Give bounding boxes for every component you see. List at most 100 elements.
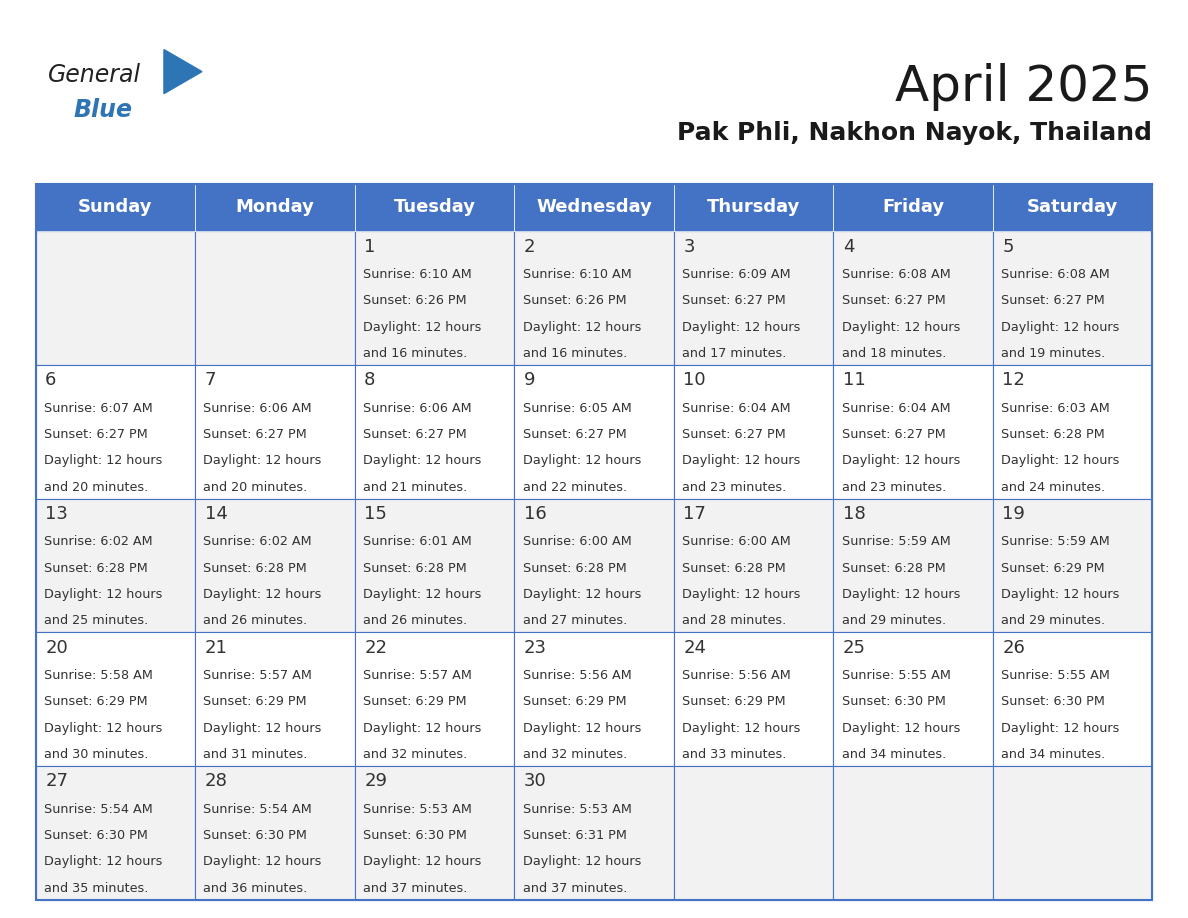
Text: and 33 minutes.: and 33 minutes.: [682, 748, 786, 761]
Text: Daylight: 12 hours: Daylight: 12 hours: [44, 588, 163, 601]
Text: Daylight: 12 hours: Daylight: 12 hours: [1001, 722, 1119, 734]
Text: and 24 minutes.: and 24 minutes.: [1001, 481, 1105, 494]
Text: General: General: [48, 63, 140, 87]
Text: Sunset: 6:27 PM: Sunset: 6:27 PM: [364, 428, 467, 441]
Text: Sunrise: 5:54 AM: Sunrise: 5:54 AM: [203, 802, 312, 816]
Bar: [993, 633, 1152, 766]
Text: and 29 minutes.: and 29 minutes.: [841, 614, 946, 627]
Text: Thursday: Thursday: [707, 198, 801, 217]
Text: Sunset: 6:27 PM: Sunset: 6:27 PM: [841, 295, 946, 308]
Text: 20: 20: [45, 639, 68, 656]
Text: Sunrise: 6:00 AM: Sunrise: 6:00 AM: [523, 535, 631, 548]
Text: Sunday: Sunday: [78, 198, 152, 217]
Bar: [355, 498, 514, 633]
Text: Daylight: 12 hours: Daylight: 12 hours: [44, 856, 163, 868]
Text: 28: 28: [204, 772, 228, 790]
Text: and 37 minutes.: and 37 minutes.: [364, 881, 467, 895]
Text: 16: 16: [524, 505, 546, 523]
Text: Sunset: 6:28 PM: Sunset: 6:28 PM: [682, 562, 785, 575]
Text: Sunset: 6:27 PM: Sunset: 6:27 PM: [523, 428, 626, 441]
Bar: [674, 184, 833, 231]
Text: 26: 26: [1003, 639, 1025, 656]
Bar: [195, 184, 355, 231]
Text: Daylight: 12 hours: Daylight: 12 hours: [682, 588, 801, 601]
Bar: [36, 766, 195, 900]
Text: Sunrise: 5:58 AM: Sunrise: 5:58 AM: [44, 669, 153, 682]
Text: Sunset: 6:29 PM: Sunset: 6:29 PM: [523, 695, 626, 709]
Text: 23: 23: [524, 639, 546, 656]
Bar: [195, 766, 355, 900]
Text: and 30 minutes.: and 30 minutes.: [44, 748, 148, 761]
Text: 4: 4: [842, 238, 854, 256]
Text: Daylight: 12 hours: Daylight: 12 hours: [364, 856, 481, 868]
Text: Daylight: 12 hours: Daylight: 12 hours: [1001, 454, 1119, 467]
Text: 27: 27: [45, 772, 68, 790]
Text: Daylight: 12 hours: Daylight: 12 hours: [203, 722, 322, 734]
Bar: [36, 184, 1152, 900]
Text: Daylight: 12 hours: Daylight: 12 hours: [841, 454, 960, 467]
Bar: [36, 184, 195, 231]
Text: Daylight: 12 hours: Daylight: 12 hours: [523, 588, 640, 601]
Text: Sunset: 6:28 PM: Sunset: 6:28 PM: [841, 562, 946, 575]
Text: 3: 3: [683, 238, 695, 256]
Text: Tuesday: Tuesday: [393, 198, 475, 217]
Text: Pak Phli, Nakhon Nayok, Thailand: Pak Phli, Nakhon Nayok, Thailand: [677, 121, 1152, 145]
Text: 11: 11: [842, 372, 866, 389]
Text: Sunrise: 5:57 AM: Sunrise: 5:57 AM: [364, 669, 472, 682]
Text: Daylight: 12 hours: Daylight: 12 hours: [682, 320, 801, 334]
Text: Sunrise: 6:00 AM: Sunrise: 6:00 AM: [682, 535, 791, 548]
Bar: [514, 184, 674, 231]
Text: 12: 12: [1003, 372, 1025, 389]
Bar: [833, 231, 993, 365]
Text: Wednesday: Wednesday: [536, 198, 652, 217]
Bar: [833, 633, 993, 766]
Bar: [674, 498, 833, 633]
Text: and 26 minutes.: and 26 minutes.: [364, 614, 467, 627]
Text: Daylight: 12 hours: Daylight: 12 hours: [682, 454, 801, 467]
Bar: [833, 365, 993, 498]
Text: 25: 25: [842, 639, 866, 656]
Text: and 32 minutes.: and 32 minutes.: [523, 748, 627, 761]
Text: Blue: Blue: [74, 98, 133, 122]
Text: Daylight: 12 hours: Daylight: 12 hours: [44, 722, 163, 734]
Bar: [674, 365, 833, 498]
Text: Sunset: 6:31 PM: Sunset: 6:31 PM: [523, 829, 626, 842]
Text: Daylight: 12 hours: Daylight: 12 hours: [364, 588, 481, 601]
Text: Sunset: 6:29 PM: Sunset: 6:29 PM: [682, 695, 785, 709]
Text: and 16 minutes.: and 16 minutes.: [364, 347, 467, 360]
Text: Sunset: 6:30 PM: Sunset: 6:30 PM: [1001, 695, 1105, 709]
Text: Daylight: 12 hours: Daylight: 12 hours: [523, 856, 640, 868]
Text: Sunset: 6:29 PM: Sunset: 6:29 PM: [203, 695, 308, 709]
Text: Daylight: 12 hours: Daylight: 12 hours: [523, 722, 640, 734]
Text: and 25 minutes.: and 25 minutes.: [44, 614, 148, 627]
Bar: [993, 766, 1152, 900]
Text: Daylight: 12 hours: Daylight: 12 hours: [841, 320, 960, 334]
Text: and 18 minutes.: and 18 minutes.: [841, 347, 946, 360]
Text: 9: 9: [524, 372, 536, 389]
Text: Sunset: 6:30 PM: Sunset: 6:30 PM: [364, 829, 467, 842]
Text: Sunset: 6:26 PM: Sunset: 6:26 PM: [364, 295, 467, 308]
Text: Sunrise: 6:02 AM: Sunrise: 6:02 AM: [203, 535, 312, 548]
Bar: [674, 231, 833, 365]
Text: Sunrise: 6:01 AM: Sunrise: 6:01 AM: [364, 535, 472, 548]
Text: Sunset: 6:28 PM: Sunset: 6:28 PM: [364, 562, 467, 575]
Text: Sunset: 6:30 PM: Sunset: 6:30 PM: [841, 695, 946, 709]
Text: Sunset: 6:29 PM: Sunset: 6:29 PM: [1001, 562, 1105, 575]
Text: Daylight: 12 hours: Daylight: 12 hours: [364, 454, 481, 467]
Text: Sunset: 6:27 PM: Sunset: 6:27 PM: [682, 295, 785, 308]
Text: 19: 19: [1003, 505, 1025, 523]
Text: Daylight: 12 hours: Daylight: 12 hours: [364, 320, 481, 334]
Text: Sunrise: 6:06 AM: Sunrise: 6:06 AM: [364, 402, 472, 415]
Text: Sunrise: 6:08 AM: Sunrise: 6:08 AM: [841, 268, 950, 281]
Bar: [993, 184, 1152, 231]
Text: Sunrise: 5:53 AM: Sunrise: 5:53 AM: [523, 802, 632, 816]
Text: Sunrise: 6:03 AM: Sunrise: 6:03 AM: [1001, 402, 1110, 415]
Text: and 22 minutes.: and 22 minutes.: [523, 481, 627, 494]
Text: Sunrise: 5:55 AM: Sunrise: 5:55 AM: [1001, 669, 1110, 682]
Polygon shape: [164, 50, 202, 94]
Text: Sunset: 6:29 PM: Sunset: 6:29 PM: [364, 695, 467, 709]
Text: 1: 1: [365, 238, 375, 256]
Text: and 32 minutes.: and 32 minutes.: [364, 748, 467, 761]
Text: 14: 14: [204, 505, 228, 523]
Bar: [833, 766, 993, 900]
